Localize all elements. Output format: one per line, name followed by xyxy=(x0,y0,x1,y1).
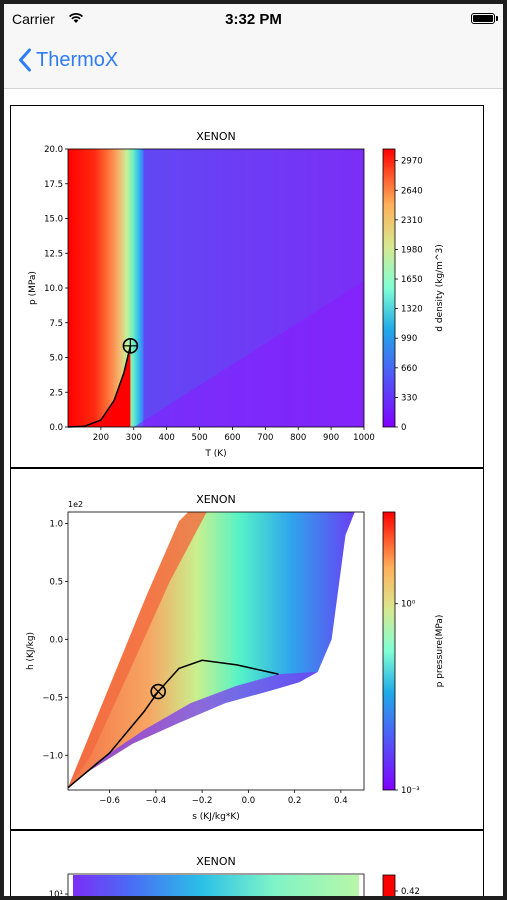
chart1-ytick-label: 17.5 xyxy=(44,180,63,190)
chart1-field xyxy=(68,149,364,427)
chart2-xtick-label: 0.0 xyxy=(242,796,256,806)
chart1-ytick-label: 5.0 xyxy=(49,354,63,364)
liquid-region xyxy=(68,149,144,427)
chart3-colorbar-ticks: 0.42 xyxy=(395,887,420,896)
chart1-xtick-label: 600 xyxy=(224,433,240,443)
phone-screen: Carrier 3:32 PM ThermoX xyxy=(4,4,503,896)
chart1-axes: 200 300 400 500 600 700 800 900 1000 0.0 2.5 5.0 7.5… xyxy=(44,145,375,443)
chart2-xtick-label: 0.4 xyxy=(334,796,348,806)
chart1-ylabel: p (MPa) xyxy=(28,271,38,305)
status-bar: Carrier 3:32 PM xyxy=(4,4,503,32)
chart2-xtick-label: −0.2 xyxy=(192,796,213,806)
density-plot-card: XENON 200 300 400 500 600 700 800 900 1000 0.0 2.5… xyxy=(10,105,484,468)
chart3-frame xyxy=(67,873,365,896)
chart2-title: XENON xyxy=(196,493,236,506)
back-button-label: ThermoX xyxy=(36,48,119,71)
chart2-overlay xyxy=(67,659,279,789)
chart2-xtick-label: −0.6 xyxy=(99,796,120,806)
third-heatmap-chart: XENON 10¹ 0.42 xyxy=(49,855,420,896)
chart1-xlabel: T (K) xyxy=(204,449,226,459)
low-density-wedge xyxy=(133,281,364,427)
plot-scroll-view[interactable]: XENON 200 300 400 500 600 700 800 900 1000 0.0 2.5… xyxy=(4,89,503,896)
chart2-colorbar-label: p pressure(MPa) xyxy=(435,615,445,688)
chart2-xtick-label: −0.4 xyxy=(146,796,167,806)
pressure-region xyxy=(68,512,355,788)
chart1-xtick-label: 900 xyxy=(323,433,339,443)
back-button[interactable]: ThermoX xyxy=(18,44,118,76)
subcooled-fill xyxy=(68,345,131,427)
chart1-cbar-tick-label: 2970 xyxy=(401,157,423,167)
chart2-offset-label: 1e2 xyxy=(68,500,83,509)
chart3-colorbar-swatch xyxy=(382,874,396,896)
chart1-colorbar: 0 330 660 990 1320 1650 1980 2310 2640 2970 xyxy=(382,148,423,433)
chart2-colorbar: 10⁻³ 10⁰ xyxy=(382,511,420,796)
chart3-ytick-label: 10¹ xyxy=(49,890,63,896)
chart1-xtick-label: 800 xyxy=(290,433,306,443)
battery-tip xyxy=(496,16,498,21)
chart2-frame xyxy=(67,511,365,791)
carrier-label: Carrier xyxy=(12,11,55,27)
chart2-cbar-tick-label: 10⁻³ xyxy=(401,786,420,796)
saturation-dome-curve xyxy=(67,659,279,789)
chart3-title: XENON xyxy=(196,855,236,868)
navigation-bar: ThermoX xyxy=(4,32,503,89)
battery-icon xyxy=(471,13,495,24)
chart1-cbar-tick-label: 990 xyxy=(401,334,417,344)
chart2-xlabel: s (KJ/kg*K) xyxy=(192,812,240,822)
chart1-ytick-label: 20.0 xyxy=(44,145,63,155)
chart1-cbar-tick-label: 1320 xyxy=(401,305,423,315)
chart2-axes: −0.6 −0.4 −0.2 0.0 0.2 0.4 −1.0 −0.5 0.0 0.5 1.0 xyxy=(42,511,365,806)
pressure-heatmap-chart: XENON 1e2 −0.6 −0.4 −0.2 0.0 0.2 0.4 −1.0 −0.5 0… xyxy=(26,493,445,822)
chart1-colorbar-label: d density (kg/m^3) xyxy=(435,244,445,331)
chart3-axes: 10¹ xyxy=(49,873,365,896)
chart3-cbar-tick-label: 0.42 xyxy=(401,887,420,896)
chart1-ytick-label: 2.5 xyxy=(49,388,63,398)
chart1-cbar-tick-label: 1650 xyxy=(401,275,423,285)
critical-point-marker xyxy=(150,683,166,700)
chart1-ytick-label: 7.5 xyxy=(49,319,63,329)
chart2-ytick-label: −1.0 xyxy=(42,751,63,761)
chart1-overlay xyxy=(67,338,139,428)
chart1-xtick-label: 700 xyxy=(257,433,273,443)
chart1-xtick-label: 1000 xyxy=(353,433,375,443)
chart2-xtick-label: 0.2 xyxy=(288,796,302,806)
chart2-ytick-label: −0.5 xyxy=(42,693,63,703)
saturation-curve xyxy=(67,345,132,428)
chart1-xtick-label: 300 xyxy=(126,433,142,443)
chart2-colorbar-gradient xyxy=(382,511,396,791)
chart2-field xyxy=(68,512,355,788)
chevron-left-icon xyxy=(19,48,31,72)
chart2-ytick-label: 1.0 xyxy=(49,520,63,530)
high-pressure-band xyxy=(68,512,207,788)
density-heatmap-chart: XENON 200 300 400 500 600 700 800 900 1000 0.0 2.5… xyxy=(28,130,445,459)
chart1-xtick-label: 500 xyxy=(191,433,207,443)
chart2-ytick-label: 0.0 xyxy=(49,635,63,645)
chart3-field xyxy=(73,875,359,896)
third-plot-card: XENON 10¹ 0.42 xyxy=(10,829,484,896)
chart1-cbar-tick-label: 2310 xyxy=(401,216,423,226)
chart1-xtick-label: 400 xyxy=(159,433,175,443)
chart2-cbar-tick-label: 10⁰ xyxy=(401,600,416,610)
chart2-ytick-label: 0.5 xyxy=(49,578,63,588)
status-time: 3:32 PM xyxy=(225,11,282,28)
chart1-xtick-label: 200 xyxy=(93,433,109,443)
chart1-ytick-label: 0.0 xyxy=(49,423,63,433)
low-pressure-band xyxy=(68,671,318,788)
chart1-cbar-tick-label: 1980 xyxy=(401,245,423,255)
wifi-icon xyxy=(69,13,83,23)
chart2-ylabel: h (KJ/kg) xyxy=(26,632,36,670)
chart1-cbar-tick-label: 660 xyxy=(401,364,417,374)
chart1-cbar-tick-label: 2640 xyxy=(401,186,423,196)
chart1-title: XENON xyxy=(196,130,236,143)
chart1-cbar-tick-label: 330 xyxy=(401,393,417,403)
chart1-ytick-label: 10.0 xyxy=(44,284,63,294)
chart1-ytick-label: 15.0 xyxy=(44,215,63,225)
pressure-plot-card: XENON 1e2 −0.6 −0.4 −0.2 0.0 0.2 0.4 −1.0 −0.5 0… xyxy=(10,467,484,831)
chart1-cbar-tick-label: 0 xyxy=(401,423,406,433)
chart1-ytick-label: 12.5 xyxy=(44,249,63,259)
chart1-colorbar-gradient xyxy=(382,148,396,428)
critical-point-diag2 xyxy=(152,686,164,697)
